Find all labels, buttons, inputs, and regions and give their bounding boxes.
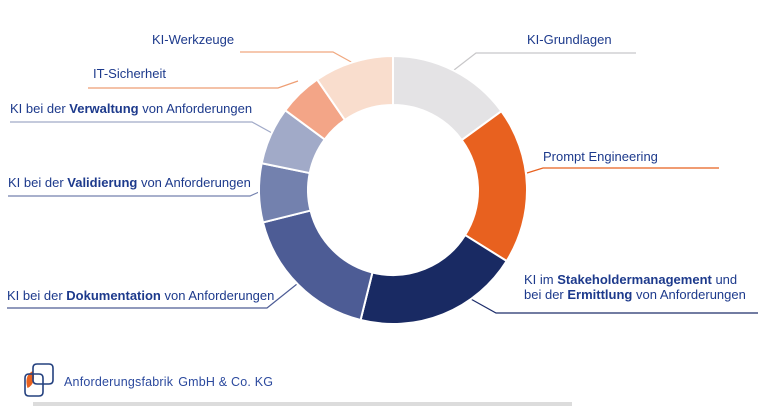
label-text: KI-Werkzeuge — [152, 32, 235, 47]
label-ki-grundlagen: KI-Grundlagen — [527, 33, 612, 47]
label-text: von Anforderungen — [138, 101, 253, 116]
label-ki-werkzeuge: KI-Werkzeuge — [152, 33, 234, 47]
label-text-bold: Dokumentation — [66, 288, 161, 303]
callout-line-verwaltung — [10, 121, 273, 134]
company-name-main: Anforderungsfabrik — [64, 375, 174, 389]
logo-orange-leaf — [26, 371, 35, 388]
label-text-bold: Ermittlung — [567, 287, 633, 302]
bottom-divider — [33, 402, 572, 406]
callout-line-ki-werkzeuge — [240, 51, 354, 64]
label-validierung: KI bei der Validierung von Anforderungen — [8, 176, 251, 190]
donut-segment-ki-werkzeuge — [316, 55, 394, 121]
label-text: von Anforderungen — [632, 287, 746, 302]
label-text-bold: Stakeholdermanagement — [557, 272, 712, 287]
label-text-bold: Validierung — [67, 175, 138, 190]
callout-line-prompt-engineering — [526, 167, 719, 174]
callout-line-validierung — [8, 191, 260, 197]
label-stakeholder-ermittlung: KI im Stakeholdermanagement und bei der … — [524, 272, 746, 302]
donut-segment-dokumentation — [261, 209, 374, 322]
donut-segment-stakeholder-ermittlung — [359, 234, 508, 325]
label-text: Prompt Engineering — [543, 149, 658, 164]
label-dokumentation: KI bei der Dokumentation von Anforderung… — [7, 289, 274, 303]
label-text: bei der — [524, 287, 568, 302]
label-text: KI bei der — [8, 175, 68, 190]
callout-line-ki-grundlagen — [453, 52, 636, 71]
company-logo-icon — [24, 363, 54, 397]
callout-line-it-sicherheit — [88, 80, 299, 89]
label-text: KI-Grundlagen — [527, 32, 612, 47]
label-line-2: bei der Ermittlung von Anforderungen — [524, 287, 746, 302]
label-verwaltung: KI bei der Verwaltung von Anforderungen — [10, 102, 252, 116]
label-text: von Anforderungen — [160, 288, 275, 303]
label-text: KI bei der — [7, 288, 67, 303]
company-name-suffix: GmbH & Co. KG — [178, 375, 274, 389]
label-it-sicherheit: IT-Sicherheit — [93, 67, 166, 81]
label-text-bold: Verwaltung — [69, 101, 139, 116]
logo-leaf-outline-top — [32, 363, 54, 385]
label-text: und — [711, 272, 738, 287]
callout-lines — [7, 51, 758, 314]
callout-line-stakeholder-ermittlung — [468, 297, 758, 314]
label-text: von Anforderungen — [137, 175, 251, 190]
callout-line-dokumentation — [7, 283, 298, 309]
label-prompt-engineering: Prompt Engineering — [543, 150, 658, 164]
label-text: IT-Sicherheit — [93, 66, 166, 81]
company-name: Anforderungsfabrik GmbH & Co. KG — [64, 375, 273, 389]
donut-segments — [258, 55, 528, 325]
label-line-1: KI im Stakeholdermanagement und — [524, 272, 746, 287]
label-text: KI im — [524, 272, 558, 287]
logo-leaf-outline-bottom — [24, 373, 44, 397]
label-text: KI bei der — [10, 101, 70, 116]
